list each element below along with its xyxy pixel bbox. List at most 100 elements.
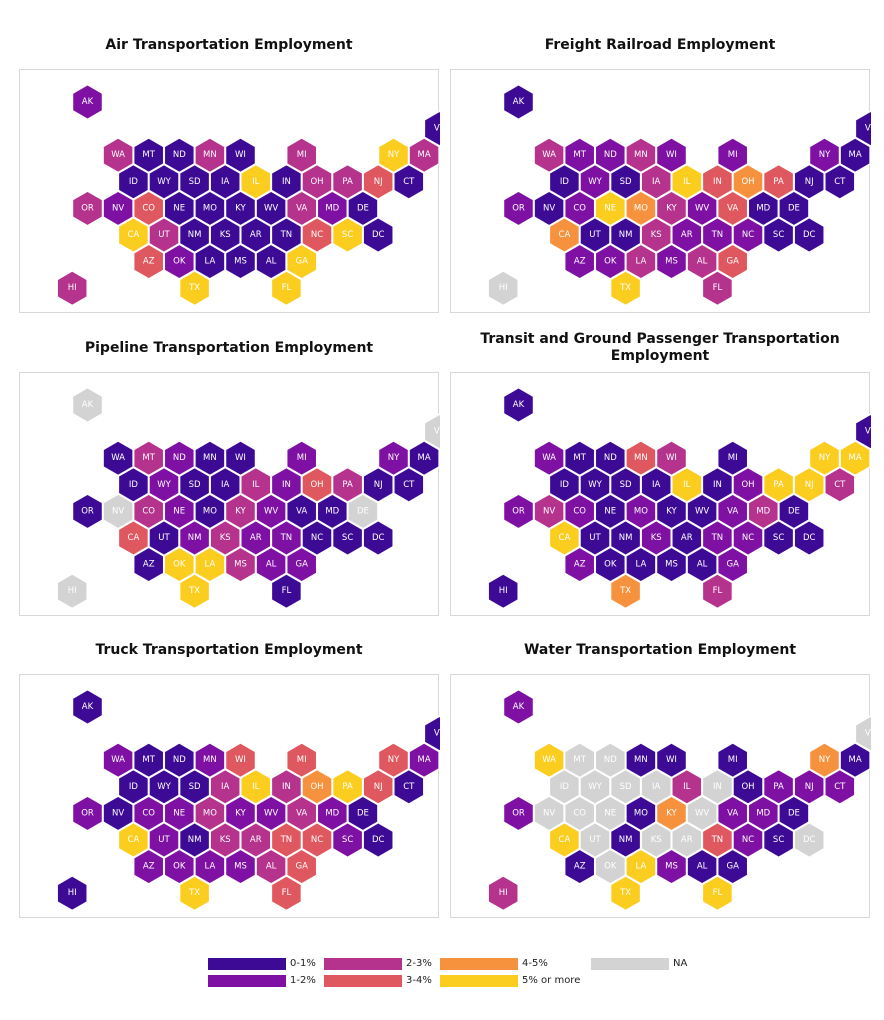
legend-label: NA	[673, 958, 688, 969]
state-hex-tx: TX	[178, 269, 211, 307]
state-label: HI	[499, 283, 508, 293]
state-label: NY	[388, 453, 400, 463]
state-label: PA	[773, 782, 784, 792]
state-label: NC	[742, 533, 754, 543]
state-label: NC	[311, 835, 323, 845]
state-hex-sc: SC	[331, 216, 364, 254]
state-label: TN	[280, 533, 293, 543]
state-label: SD	[620, 782, 632, 792]
state-hex-dc: DC	[793, 821, 826, 859]
state-label: WV	[695, 506, 709, 516]
state-label: WA	[111, 453, 125, 463]
state-label: SC	[773, 533, 784, 543]
state-label: OR	[81, 808, 94, 818]
state-label: MT	[573, 755, 586, 765]
state-label: LA	[636, 862, 647, 872]
state-label: AR	[681, 230, 693, 240]
state-hex-shape	[502, 83, 535, 121]
state-label: IL	[683, 177, 691, 187]
state-hex-shape	[392, 768, 425, 806]
state-label: NY	[388, 150, 400, 160]
state-hex-sc: SC	[762, 821, 795, 859]
state-hex-hi: HI	[487, 874, 520, 912]
state-label: NE	[604, 506, 616, 516]
state-hex-az: AZ	[563, 546, 596, 583]
state-label: GA	[295, 862, 308, 872]
state-label: AZ	[574, 560, 586, 570]
state-label: WA	[111, 150, 125, 160]
state-hex-ak: AK	[502, 386, 535, 424]
state-label: TN	[711, 533, 724, 543]
state-hex-shape	[392, 163, 425, 201]
state-hex-ms: MS	[224, 243, 257, 280]
state-label: OK	[604, 257, 617, 267]
state-label: MN	[634, 150, 648, 160]
state-label: NV	[543, 203, 555, 213]
state-label: VT	[865, 427, 871, 437]
state-label: MI	[728, 150, 738, 160]
state-hex-fl: FL	[270, 269, 303, 307]
state-label: ID	[129, 177, 139, 187]
state-label: CO	[142, 808, 155, 818]
state-hex-tx: TX	[609, 269, 642, 307]
state-hex-shape	[56, 874, 89, 912]
state-label: NC	[311, 230, 323, 240]
state-label: HI	[499, 888, 508, 898]
state-label: NY	[819, 755, 831, 765]
state-label: MI	[297, 453, 307, 463]
state-label: SC	[342, 835, 353, 845]
state-label: OR	[512, 203, 525, 213]
state-label: ND	[173, 453, 186, 463]
state-label: OK	[604, 560, 617, 570]
state-hex-hi: HI	[56, 572, 89, 610]
state-hex-or: OR	[71, 493, 104, 530]
state-hex-az: AZ	[563, 848, 596, 885]
state-label: WI	[235, 150, 246, 160]
state-label: AR	[250, 230, 262, 240]
state-label: AZ	[143, 257, 155, 267]
state-label: WY	[157, 480, 171, 490]
state-label: WY	[157, 782, 171, 792]
state-label: NJ	[805, 177, 814, 187]
state-label: MS	[234, 862, 247, 872]
state-hex-shape	[392, 466, 425, 504]
state-label: KS	[651, 533, 662, 543]
legend-swatch-c3	[324, 958, 402, 970]
state-label: NC	[742, 230, 754, 240]
state-label: OK	[173, 257, 186, 267]
state-label: MT	[573, 150, 586, 160]
state-hex-dc: DC	[362, 216, 395, 254]
state-label: NE	[173, 506, 185, 516]
state-label: SC	[773, 835, 784, 845]
state-label: FL	[713, 283, 723, 293]
state-label: KS	[651, 835, 662, 845]
state-label: NE	[173, 203, 185, 213]
hex-map-panel: AKMEVTNHWAMTNDMNWIMINYMARIIDWYSDIAILINOH…	[19, 372, 440, 616]
state-hex-ms: MS	[224, 546, 257, 583]
state-label: CT	[403, 782, 415, 792]
state-label: KS	[651, 230, 662, 240]
state-hex-fl: FL	[270, 572, 303, 610]
map-title: Water Transportation Employment	[523, 642, 797, 658]
state-label: IL	[252, 480, 260, 490]
state-label: NE	[604, 203, 616, 213]
state-hex-shape	[609, 269, 642, 307]
state-label: AZ	[143, 862, 155, 872]
state-hex-ak: AK	[71, 83, 104, 121]
state-label: AK	[82, 702, 94, 712]
state-label: DE	[788, 808, 800, 818]
state-label: CT	[834, 177, 846, 187]
map-title: Air Transportation Employment	[105, 37, 353, 53]
state-label: VT	[434, 729, 440, 739]
state-label: FL	[282, 888, 292, 898]
state-hex-ct: CT	[823, 768, 856, 806]
state-label: KY	[666, 203, 677, 213]
state-label: ND	[604, 150, 617, 160]
state-label: CT	[403, 480, 415, 490]
state-label: VT	[865, 124, 871, 134]
state-label: SD	[620, 177, 632, 187]
map-title: Transit and Ground Passenger Transportat…	[480, 331, 840, 364]
state-label: CA	[128, 835, 140, 845]
state-hex-dc: DC	[793, 216, 826, 254]
state-label: KY	[235, 506, 246, 516]
